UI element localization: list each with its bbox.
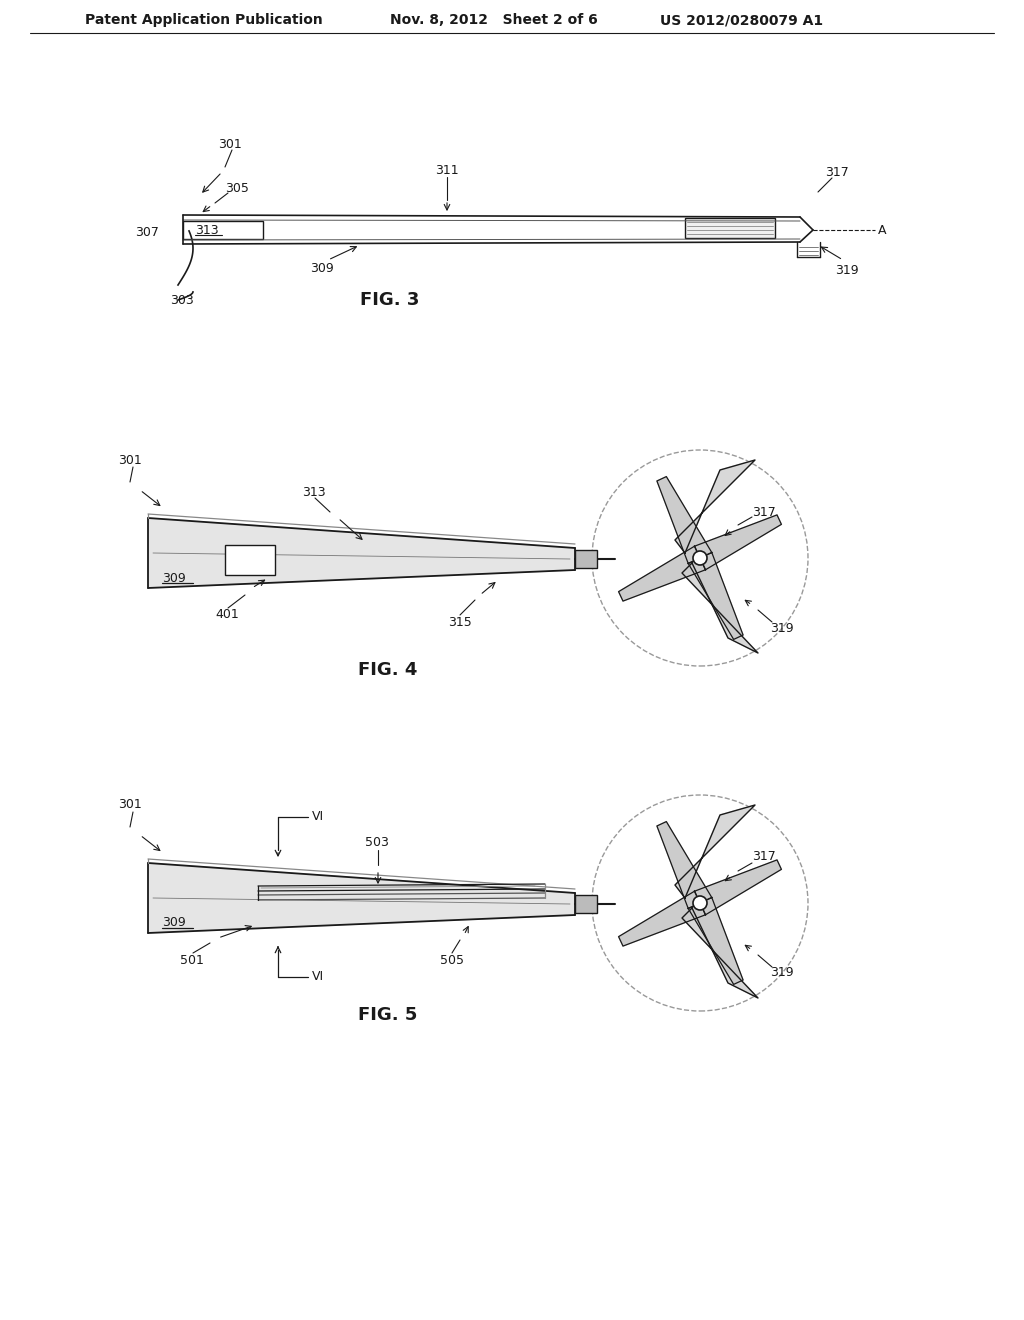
- Polygon shape: [682, 564, 758, 653]
- Text: 303: 303: [170, 293, 194, 306]
- Text: 319: 319: [770, 622, 794, 635]
- Text: Patent Application Publication: Patent Application Publication: [85, 13, 323, 26]
- Polygon shape: [682, 908, 758, 998]
- Bar: [183, 220, 263, 239]
- Text: 311: 311: [435, 164, 459, 177]
- Text: 309: 309: [310, 261, 334, 275]
- Polygon shape: [675, 805, 755, 898]
- Circle shape: [693, 550, 707, 565]
- Text: 317: 317: [752, 506, 776, 519]
- Polygon shape: [694, 859, 781, 915]
- Text: FIG. 5: FIG. 5: [358, 1006, 418, 1024]
- Polygon shape: [148, 517, 575, 587]
- Polygon shape: [618, 891, 706, 946]
- Polygon shape: [618, 546, 706, 601]
- Bar: [685, 218, 775, 238]
- Text: US 2012/0280079 A1: US 2012/0280079 A1: [660, 13, 823, 26]
- Text: A: A: [878, 223, 887, 236]
- Text: VI: VI: [312, 810, 325, 824]
- Polygon shape: [688, 898, 743, 985]
- Text: 301: 301: [218, 139, 242, 152]
- Text: 401: 401: [215, 609, 239, 622]
- Circle shape: [693, 896, 707, 909]
- Text: VI: VI: [312, 970, 325, 983]
- Text: 305: 305: [225, 181, 249, 194]
- Polygon shape: [688, 553, 743, 639]
- Text: 505: 505: [440, 953, 464, 966]
- Polygon shape: [657, 821, 712, 908]
- Polygon shape: [694, 515, 781, 570]
- Text: 313: 313: [195, 223, 219, 236]
- Bar: [575, 895, 597, 913]
- Polygon shape: [675, 459, 755, 553]
- Bar: [575, 550, 597, 568]
- Text: 307: 307: [135, 226, 159, 239]
- Text: 503: 503: [365, 837, 389, 850]
- Text: 317: 317: [752, 850, 776, 863]
- Text: FIG. 3: FIG. 3: [360, 290, 420, 309]
- Bar: [225, 545, 275, 576]
- Text: 313: 313: [302, 486, 326, 499]
- Text: 315: 315: [449, 615, 472, 628]
- Text: 319: 319: [835, 264, 859, 276]
- Text: 301: 301: [118, 799, 141, 812]
- Text: Nov. 8, 2012   Sheet 2 of 6: Nov. 8, 2012 Sheet 2 of 6: [390, 13, 598, 26]
- Text: FIG. 4: FIG. 4: [358, 661, 418, 678]
- Text: 309: 309: [162, 572, 185, 585]
- Text: 317: 317: [825, 165, 849, 178]
- Text: 309: 309: [162, 916, 185, 929]
- Text: 319: 319: [770, 966, 794, 979]
- Text: 301: 301: [118, 454, 141, 466]
- Text: 501: 501: [180, 953, 204, 966]
- Polygon shape: [657, 477, 712, 564]
- Polygon shape: [148, 863, 575, 933]
